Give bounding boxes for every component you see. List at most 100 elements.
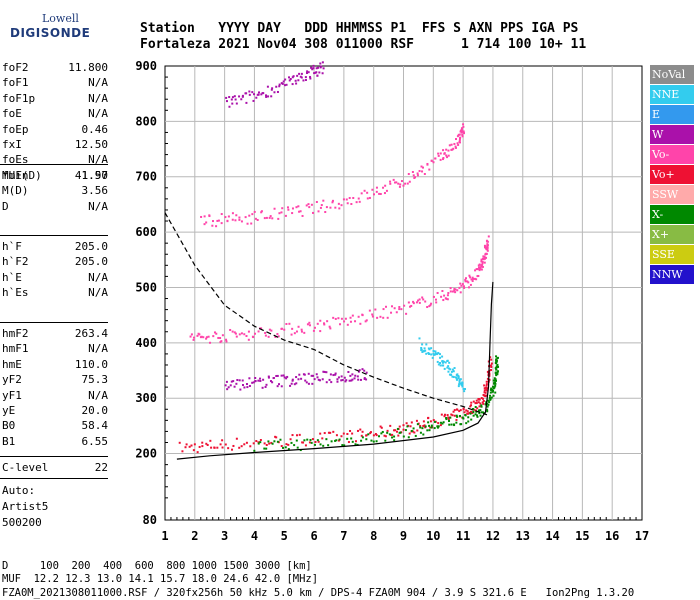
echo-point xyxy=(221,446,224,449)
echo-point xyxy=(185,443,188,446)
echo-point xyxy=(454,288,457,291)
echo-point xyxy=(418,169,421,172)
echo-point xyxy=(386,431,389,434)
echo-point xyxy=(451,368,454,371)
echo-point xyxy=(342,198,345,201)
echo-point xyxy=(455,378,458,381)
echo-point xyxy=(453,424,456,427)
echo-point xyxy=(433,420,436,423)
echo-point xyxy=(428,424,431,427)
echo-point xyxy=(495,368,498,371)
echo-point xyxy=(319,206,322,209)
echo-point xyxy=(411,171,414,174)
echo-point xyxy=(410,429,413,432)
echo-point xyxy=(447,416,450,419)
echo-point xyxy=(461,283,464,286)
echo-point xyxy=(491,385,494,388)
echo-point xyxy=(270,95,273,98)
echo-point xyxy=(486,246,489,249)
y-tick-label: 80 xyxy=(143,513,157,527)
echo-point xyxy=(318,379,321,382)
echo-point xyxy=(354,440,357,443)
echo-point xyxy=(485,239,488,242)
echo-point xyxy=(229,328,232,331)
echo-point xyxy=(410,421,413,424)
echo-point xyxy=(481,401,484,404)
echo-point xyxy=(291,327,294,330)
param-name: h`F xyxy=(2,240,22,253)
x-tick-label: 1 xyxy=(161,529,168,543)
echo-point xyxy=(259,439,262,442)
echo-point xyxy=(376,316,379,319)
echo-point xyxy=(483,246,486,249)
echo-point xyxy=(482,397,485,400)
y-tick-label: 600 xyxy=(135,225,157,239)
echo-point xyxy=(415,419,418,422)
echo-point xyxy=(323,323,326,326)
echo-point xyxy=(238,95,241,98)
echo-point xyxy=(265,447,268,450)
echo-point xyxy=(289,78,292,81)
echo-point xyxy=(476,414,479,417)
echo-point xyxy=(266,85,269,88)
echo-point xyxy=(284,78,287,81)
echo-point xyxy=(305,204,308,207)
param-value: 22 xyxy=(94,461,108,474)
echo-point xyxy=(483,384,486,387)
echo-point xyxy=(225,380,228,383)
legend-item: Vo+ xyxy=(650,165,694,184)
echo-point xyxy=(271,217,274,220)
plot-ticks: 1 2 3 4 5 6 7 8 9 10 11 12 13 14 15 16 17802003004005006… xyxy=(135,59,649,543)
param-separator xyxy=(0,235,108,236)
echo-point xyxy=(419,431,422,434)
echo-point xyxy=(201,441,204,444)
echo-point xyxy=(325,206,328,209)
echo-point xyxy=(280,327,283,330)
echo-point xyxy=(360,434,363,437)
digisonde-logo: Lowell DIGISONDE xyxy=(6,12,90,46)
echo-point xyxy=(291,434,294,437)
echo-point xyxy=(355,201,358,204)
echo-point xyxy=(421,350,424,353)
echo-point xyxy=(375,186,378,189)
echo-point xyxy=(485,256,488,259)
echo-point xyxy=(275,85,278,88)
echo-point xyxy=(248,377,251,380)
echo-point xyxy=(309,438,312,441)
footer-muf-line: MUF 12.2 12.3 13.0 14.1 15.7 18.0 24.6 4… xyxy=(2,573,319,585)
echo-point xyxy=(240,332,243,335)
echo-point xyxy=(455,138,458,141)
echo-point xyxy=(412,427,415,430)
echo-point xyxy=(420,348,423,351)
echo-point xyxy=(270,329,273,332)
echo-point xyxy=(235,382,238,385)
x-tick-label: 5 xyxy=(281,529,288,543)
echo-point xyxy=(301,214,304,217)
hdr-label: YYYY xyxy=(218,21,250,36)
echo-point xyxy=(192,338,195,341)
echo-point xyxy=(346,437,349,440)
echo-point xyxy=(263,217,266,220)
echo-point xyxy=(457,374,460,377)
param-fof1p: foF1p N/A xyxy=(2,92,108,106)
echo-point xyxy=(212,220,215,223)
echo-point xyxy=(389,182,392,185)
echo-point xyxy=(361,368,364,371)
echo-point xyxy=(473,277,476,280)
param-value: 3.56 xyxy=(81,184,109,198)
echo-point xyxy=(300,377,303,380)
echo-point xyxy=(384,435,387,438)
echo-point xyxy=(432,353,435,356)
echo-point xyxy=(462,285,465,288)
echo-point xyxy=(297,79,300,82)
echo-point xyxy=(371,313,374,316)
echo-point xyxy=(421,343,424,346)
echo-point xyxy=(248,90,251,93)
echo-point xyxy=(307,382,310,385)
echo-point xyxy=(286,206,289,209)
param-yf1: yF1 N/A xyxy=(2,389,108,403)
echo-point xyxy=(323,370,326,373)
echo-point xyxy=(322,67,325,70)
legend-item: SSE xyxy=(650,245,694,264)
echo-point xyxy=(257,379,260,382)
